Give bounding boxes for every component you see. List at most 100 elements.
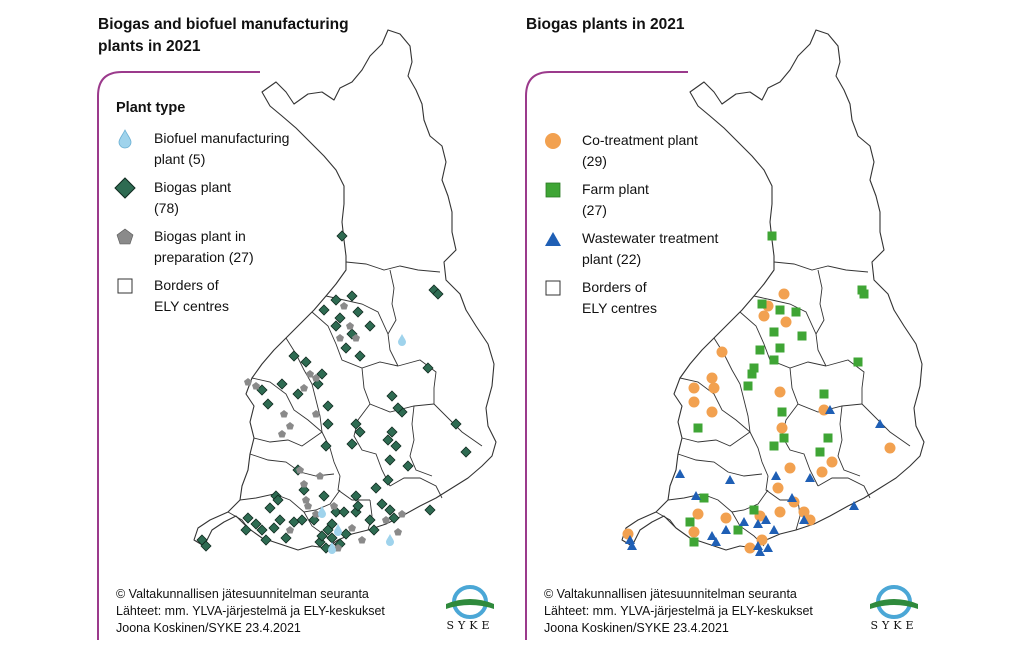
square-marker — [747, 369, 757, 379]
legend-heading: Plant type — [116, 100, 186, 116]
pentagon-marker — [398, 510, 406, 518]
finland-map-right — [621, 29, 925, 556]
square-marker — [859, 289, 869, 299]
diamond-marker — [382, 474, 394, 486]
diamond-marker — [242, 512, 254, 524]
circle-marker — [774, 506, 786, 518]
droplet-marker — [328, 542, 336, 554]
diamond-marker — [388, 512, 400, 524]
diamond-marker — [386, 426, 398, 438]
diamond-marker — [260, 534, 272, 546]
syke-logo-icon — [446, 585, 494, 619]
triangle-marker — [769, 525, 779, 534]
legend-item-co-treatment: Co-treatment plant (29) — [538, 130, 747, 172]
pentagon-marker — [382, 516, 390, 524]
triangle-marker — [875, 419, 885, 428]
legend-left: Plant type Biofuel manufacturing plant (5… — [110, 100, 319, 324]
circle-marker — [774, 386, 786, 398]
credits: © Valtakunnallisen jätesuunnitelman seur… — [116, 587, 385, 635]
diamond-marker — [240, 524, 252, 536]
circle-marker — [758, 310, 770, 322]
triangle-marker — [763, 543, 773, 552]
circle-marker — [756, 534, 768, 546]
pentagon-marker — [336, 334, 344, 342]
diamond-marker — [250, 518, 262, 530]
pentagon-marker — [304, 502, 312, 510]
right-map-title: Biogas plants in 2021 — [526, 16, 685, 33]
plant-markers — [622, 231, 896, 556]
circle-marker — [798, 506, 810, 518]
square-marker — [733, 525, 743, 535]
square-marker — [819, 389, 829, 399]
pentagon-marker — [316, 472, 324, 480]
triangle-marker — [825, 405, 835, 414]
diamond-marker — [274, 514, 286, 526]
triangle-marker — [771, 471, 781, 480]
triangle-icon — [538, 228, 568, 250]
square-marker — [755, 345, 765, 355]
square-marker — [775, 343, 785, 353]
diamond-marker — [368, 524, 380, 536]
circle-icon — [538, 130, 568, 152]
circle-marker — [688, 382, 700, 394]
diamond-marker — [316, 368, 328, 380]
diamond-marker — [390, 440, 402, 452]
triangle-marker — [711, 537, 721, 546]
diamond-marker — [460, 446, 472, 458]
finland-map-left — [193, 29, 497, 554]
triangle-marker — [707, 531, 717, 540]
diamond-marker — [322, 400, 334, 412]
pentagon-marker — [286, 526, 294, 534]
diamond-marker — [354, 426, 366, 438]
diamond-marker — [382, 434, 394, 446]
diamond-marker — [300, 356, 312, 368]
square-marker — [699, 493, 709, 503]
diamond-marker — [386, 390, 398, 402]
syke-logo: SYKE — [440, 582, 500, 638]
square-marker — [779, 433, 789, 443]
pentagon-icon — [110, 226, 140, 248]
triangle-marker — [627, 541, 637, 550]
legend-item-farm: Farm plant (27) — [538, 179, 747, 221]
circle-marker — [826, 456, 838, 468]
square-marker — [767, 231, 777, 241]
square-marker — [689, 537, 699, 547]
triangle-marker — [849, 501, 859, 510]
diamond-marker — [364, 320, 376, 332]
left-map-title: Biogas and biofuel manufacturing plants … — [98, 16, 349, 55]
pentagon-marker — [244, 378, 252, 386]
diamond-marker — [200, 540, 212, 552]
triangle-marker — [753, 519, 763, 528]
droplet-icon — [110, 128, 140, 150]
triangle-marker — [739, 517, 749, 526]
pentagon-marker — [252, 382, 260, 390]
diamond-marker — [340, 342, 352, 354]
diamond-marker — [350, 490, 362, 502]
syke-logo: SYKE — [864, 582, 924, 638]
triangle-marker — [675, 469, 685, 478]
circle-marker — [816, 466, 828, 478]
pentagon-marker — [340, 302, 348, 310]
diamond-marker — [350, 418, 362, 430]
diamond-marker — [364, 514, 376, 526]
square-marker — [815, 447, 825, 457]
diamond-marker — [268, 522, 280, 534]
circle-marker — [772, 482, 784, 494]
triangle-marker — [799, 515, 809, 524]
circle-marker — [884, 442, 896, 454]
diamond-marker — [288, 516, 300, 528]
pentagon-marker — [330, 502, 338, 510]
square-marker — [769, 327, 779, 337]
legend-item-wastewater: Wastewater treatment plant (22) — [538, 228, 747, 270]
legend-item-preparation: Biogas plant in preparation (27) — [110, 226, 319, 268]
circle-marker — [706, 372, 718, 384]
square-marker — [743, 381, 753, 391]
pentagon-marker — [334, 544, 342, 552]
diamond-marker — [340, 528, 352, 540]
diamond-marker — [296, 514, 308, 526]
triangle-marker — [761, 515, 771, 524]
diamond-marker — [370, 482, 382, 494]
diamond-marker — [262, 398, 274, 410]
circle-marker — [622, 528, 634, 540]
circle-marker — [688, 526, 700, 538]
